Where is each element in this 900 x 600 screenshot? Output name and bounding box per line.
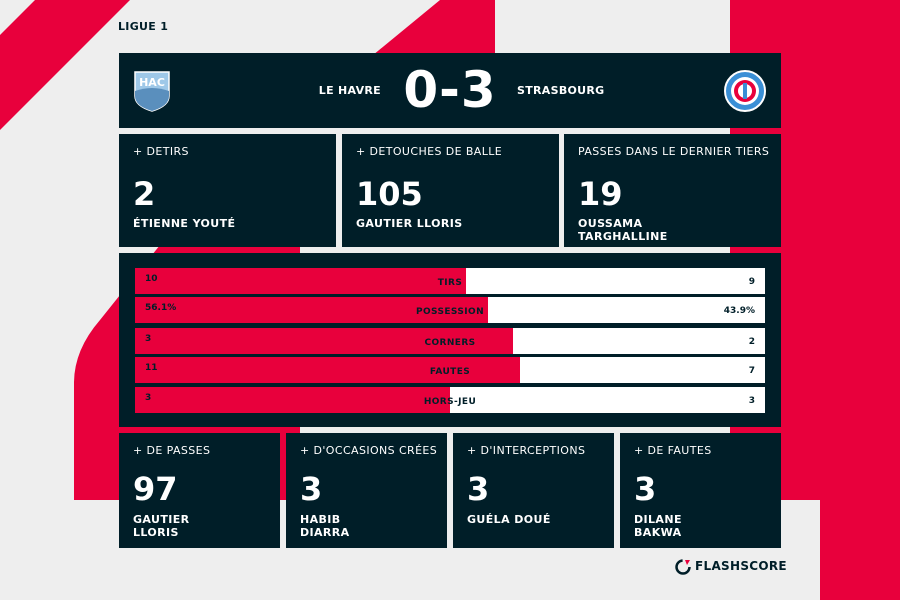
- home-share-bar: [135, 328, 513, 354]
- stat-box-shots: + DETIRS 2 ÉTIENNE YOUTÉ: [119, 134, 336, 247]
- home-value: 10: [145, 274, 158, 284]
- strasbourg-crest-icon: [724, 70, 766, 112]
- player-name-line: LLORIS: [133, 526, 179, 539]
- stat-box-fouls: + DE FAUTES 3 DILANE BAKWA: [620, 433, 781, 548]
- player-name-line: DIARRA: [300, 526, 350, 539]
- team-comparison: 10 TIRS 9 56.1% POSSESSION 43.9% 3 CORNE…: [119, 253, 781, 427]
- stat-player: OUSSAMA TARGHALLINE: [578, 217, 668, 243]
- brand-name: FLASHSCORE: [695, 559, 787, 573]
- stat-label: + DE FAUTES: [634, 444, 712, 457]
- stat-value: 3: [300, 470, 323, 508]
- stat-player: GAUTIER LLORIS: [356, 217, 463, 230]
- away-value: 2: [748, 337, 755, 347]
- stat-player: DILANE BAKWA: [634, 513, 682, 539]
- stat-box-chances-created: + D'OCCASIONS CRÉES 3 HABIB DIARRA: [286, 433, 447, 548]
- away-value: 3: [748, 396, 755, 406]
- player-name-line: GAUTIER LLORIS: [356, 217, 463, 230]
- stat-value: 3: [467, 470, 490, 508]
- player-name-line: DILANE: [634, 513, 682, 526]
- comparison-row-fautes: 11 FAUTES 7: [135, 357, 765, 383]
- comparison-row-hors-jeu: 3 HORS-JEU 3: [135, 387, 765, 413]
- stat-label: + D'OCCASIONS CRÉES: [300, 444, 438, 457]
- stat-player: ÉTIENNE YOUTÉ: [133, 217, 235, 230]
- stat-player: GUÉLA DOUÉ: [467, 513, 551, 526]
- stat-box-interceptions: + D'INTERCEPTIONS 3 GUÉLA DOUÉ: [453, 433, 614, 548]
- player-name-line: OUSSAMA: [578, 217, 643, 230]
- stat-label: CORNERS: [424, 338, 476, 348]
- stat-label: POSSESSION: [415, 307, 485, 317]
- comparison-row-tirs: 10 TIRS 9: [135, 268, 765, 294]
- away-value: 43.9%: [723, 306, 755, 316]
- stat-player: HABIB DIARRA: [300, 513, 350, 539]
- player-name-line: TARGHALLINE: [578, 230, 668, 243]
- flashscore-logo: FLASHSCORE: [675, 558, 787, 576]
- away-value: 9: [748, 277, 755, 287]
- home-share-bar: [135, 357, 520, 383]
- stat-value: 19: [578, 175, 623, 213]
- stat-label: FAUTES: [429, 367, 471, 377]
- home-value: 3: [145, 334, 152, 344]
- stat-value: 97: [133, 470, 178, 508]
- match-score: 0-3: [403, 61, 497, 119]
- stat-label: PASSES DANS LE DERNIER TIERS: [578, 145, 770, 158]
- stat-player: GAUTIER LLORIS: [133, 513, 190, 539]
- home-team-name: LE HAVRE: [318, 84, 381, 97]
- stat-box-passes: + DE PASSES 97 GAUTIER LLORIS: [119, 433, 280, 548]
- player-name-line: HABIB: [300, 513, 341, 526]
- stat-value: 105: [356, 175, 423, 213]
- svg-text:HAC: HAC: [139, 76, 165, 89]
- stat-box-final-third-passes: PASSES DANS LE DERNIER TIERS 19 OUSSAMA …: [564, 134, 781, 247]
- home-value: 3: [145, 393, 152, 403]
- stat-label: + D'INTERCEPTIONS: [467, 444, 586, 457]
- stat-label: + DETIRS: [133, 145, 189, 158]
- player-name-line: BAKWA: [634, 526, 682, 539]
- flashscore-logo-icon: [675, 559, 691, 575]
- comparison-row-corners: 3 CORNERS 2: [135, 328, 765, 354]
- home-value: 56.1%: [145, 303, 177, 313]
- match-header: HAC LE HAVRE 0-3 STRASBOURG: [119, 53, 781, 128]
- stat-label: + DETOUCHES DE BALLE: [356, 145, 503, 158]
- stat-label: + DE PASSES: [133, 444, 211, 457]
- home-share-bar: [135, 387, 450, 413]
- away-value: 7: [748, 366, 755, 376]
- player-name-line: ÉTIENNE YOUTÉ: [133, 217, 236, 230]
- home-share-bar: [135, 268, 467, 294]
- player-name-line: GAUTIER: [133, 513, 190, 526]
- player-name-line: GUÉLA DOUÉ: [467, 513, 551, 526]
- home-value: 11: [145, 363, 158, 373]
- stat-value: 3: [634, 470, 657, 508]
- stat-value: 2: [133, 175, 156, 213]
- stat-box-touches: + DETOUCHES DE BALLE 105 GAUTIER LLORIS: [342, 134, 559, 247]
- stat-label: TIRS: [437, 278, 463, 288]
- league-name: LIGUE 1: [118, 20, 169, 33]
- stat-label: HORS-JEU: [423, 397, 477, 407]
- comparison-row-possession: 56.1% POSSESSION 43.9%: [135, 297, 765, 323]
- home-share-bar: [135, 297, 489, 323]
- le-havre-crest-icon: HAC: [134, 71, 170, 112]
- away-team-name: STRASBOURG: [517, 84, 605, 97]
